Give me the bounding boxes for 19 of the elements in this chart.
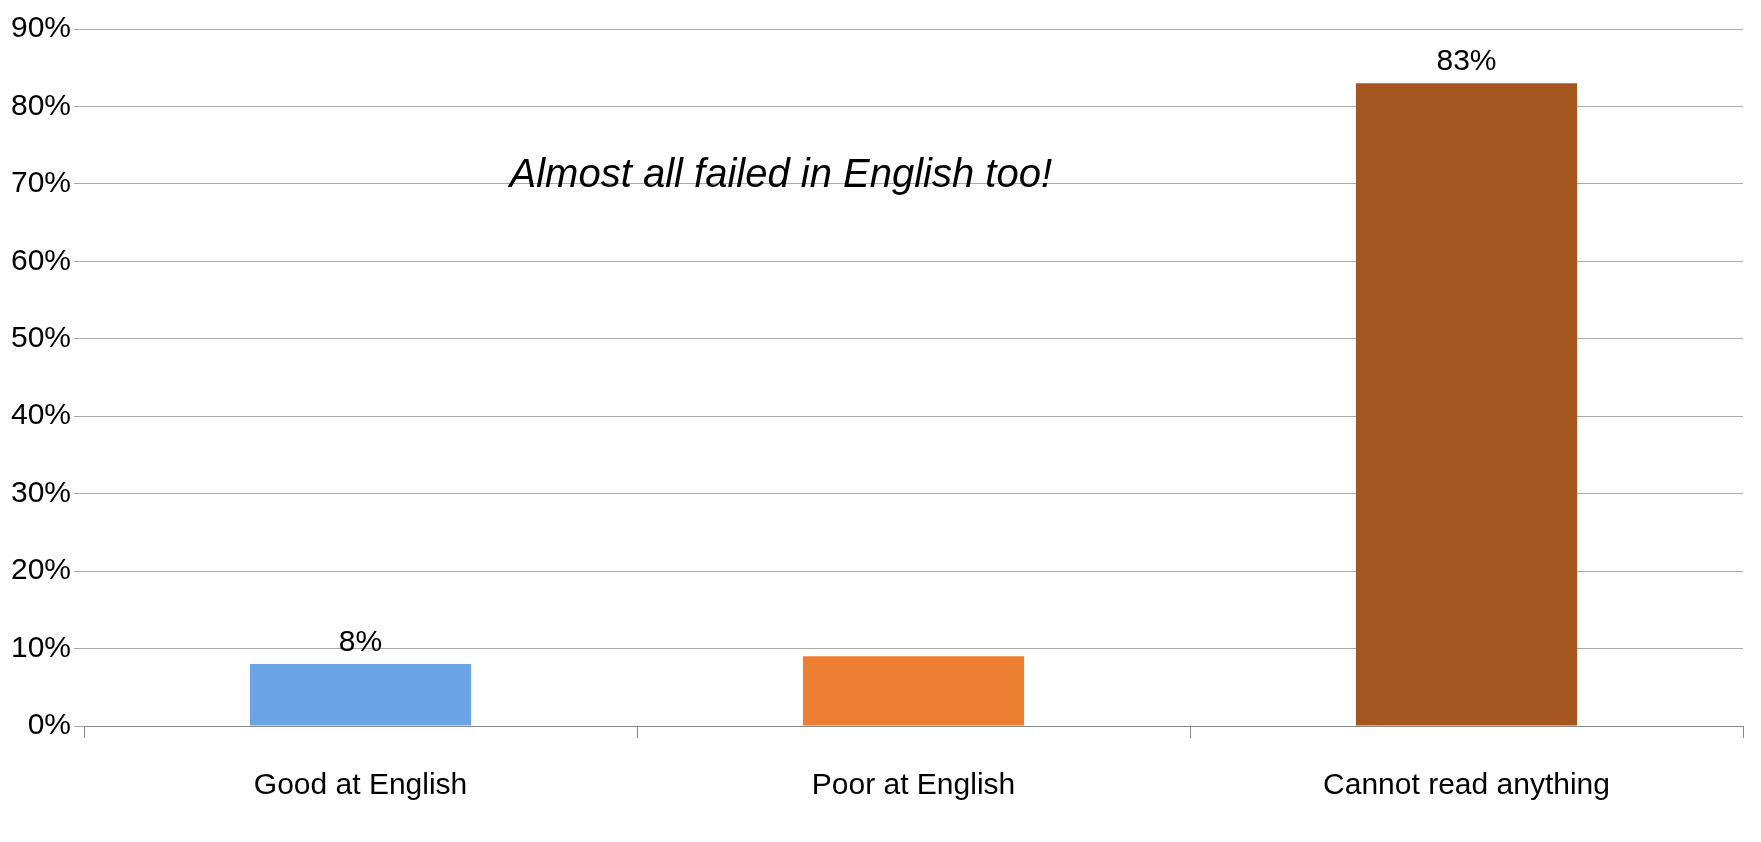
- y-tick-label: 50%: [11, 320, 72, 354]
- bar: [802, 656, 1025, 726]
- x-tick-label: Good at English: [253, 767, 468, 801]
- y-tick-label: 60%: [11, 242, 72, 276]
- x-tick-label: Poor at English: [811, 767, 1016, 801]
- x-tick-label: Cannot read anything: [1323, 767, 1610, 801]
- y-tick-label: 0%: [27, 707, 72, 741]
- y-tick-label: 30%: [11, 474, 72, 508]
- y-tick-label: 80%: [11, 87, 72, 121]
- y-tick-label: 70%: [11, 165, 72, 199]
- annotation: Almost all failed in English too!: [507, 151, 1053, 196]
- y-tick-label: 90%: [11, 10, 72, 44]
- y-tick-label: 20%: [11, 552, 72, 586]
- data-label: 8%: [338, 624, 383, 658]
- bar: [1355, 83, 1578, 726]
- y-tick-label: 10%: [11, 629, 72, 663]
- y-tick-label: 40%: [11, 397, 72, 431]
- data-label: 83%: [1436, 43, 1497, 77]
- bar: [249, 664, 472, 726]
